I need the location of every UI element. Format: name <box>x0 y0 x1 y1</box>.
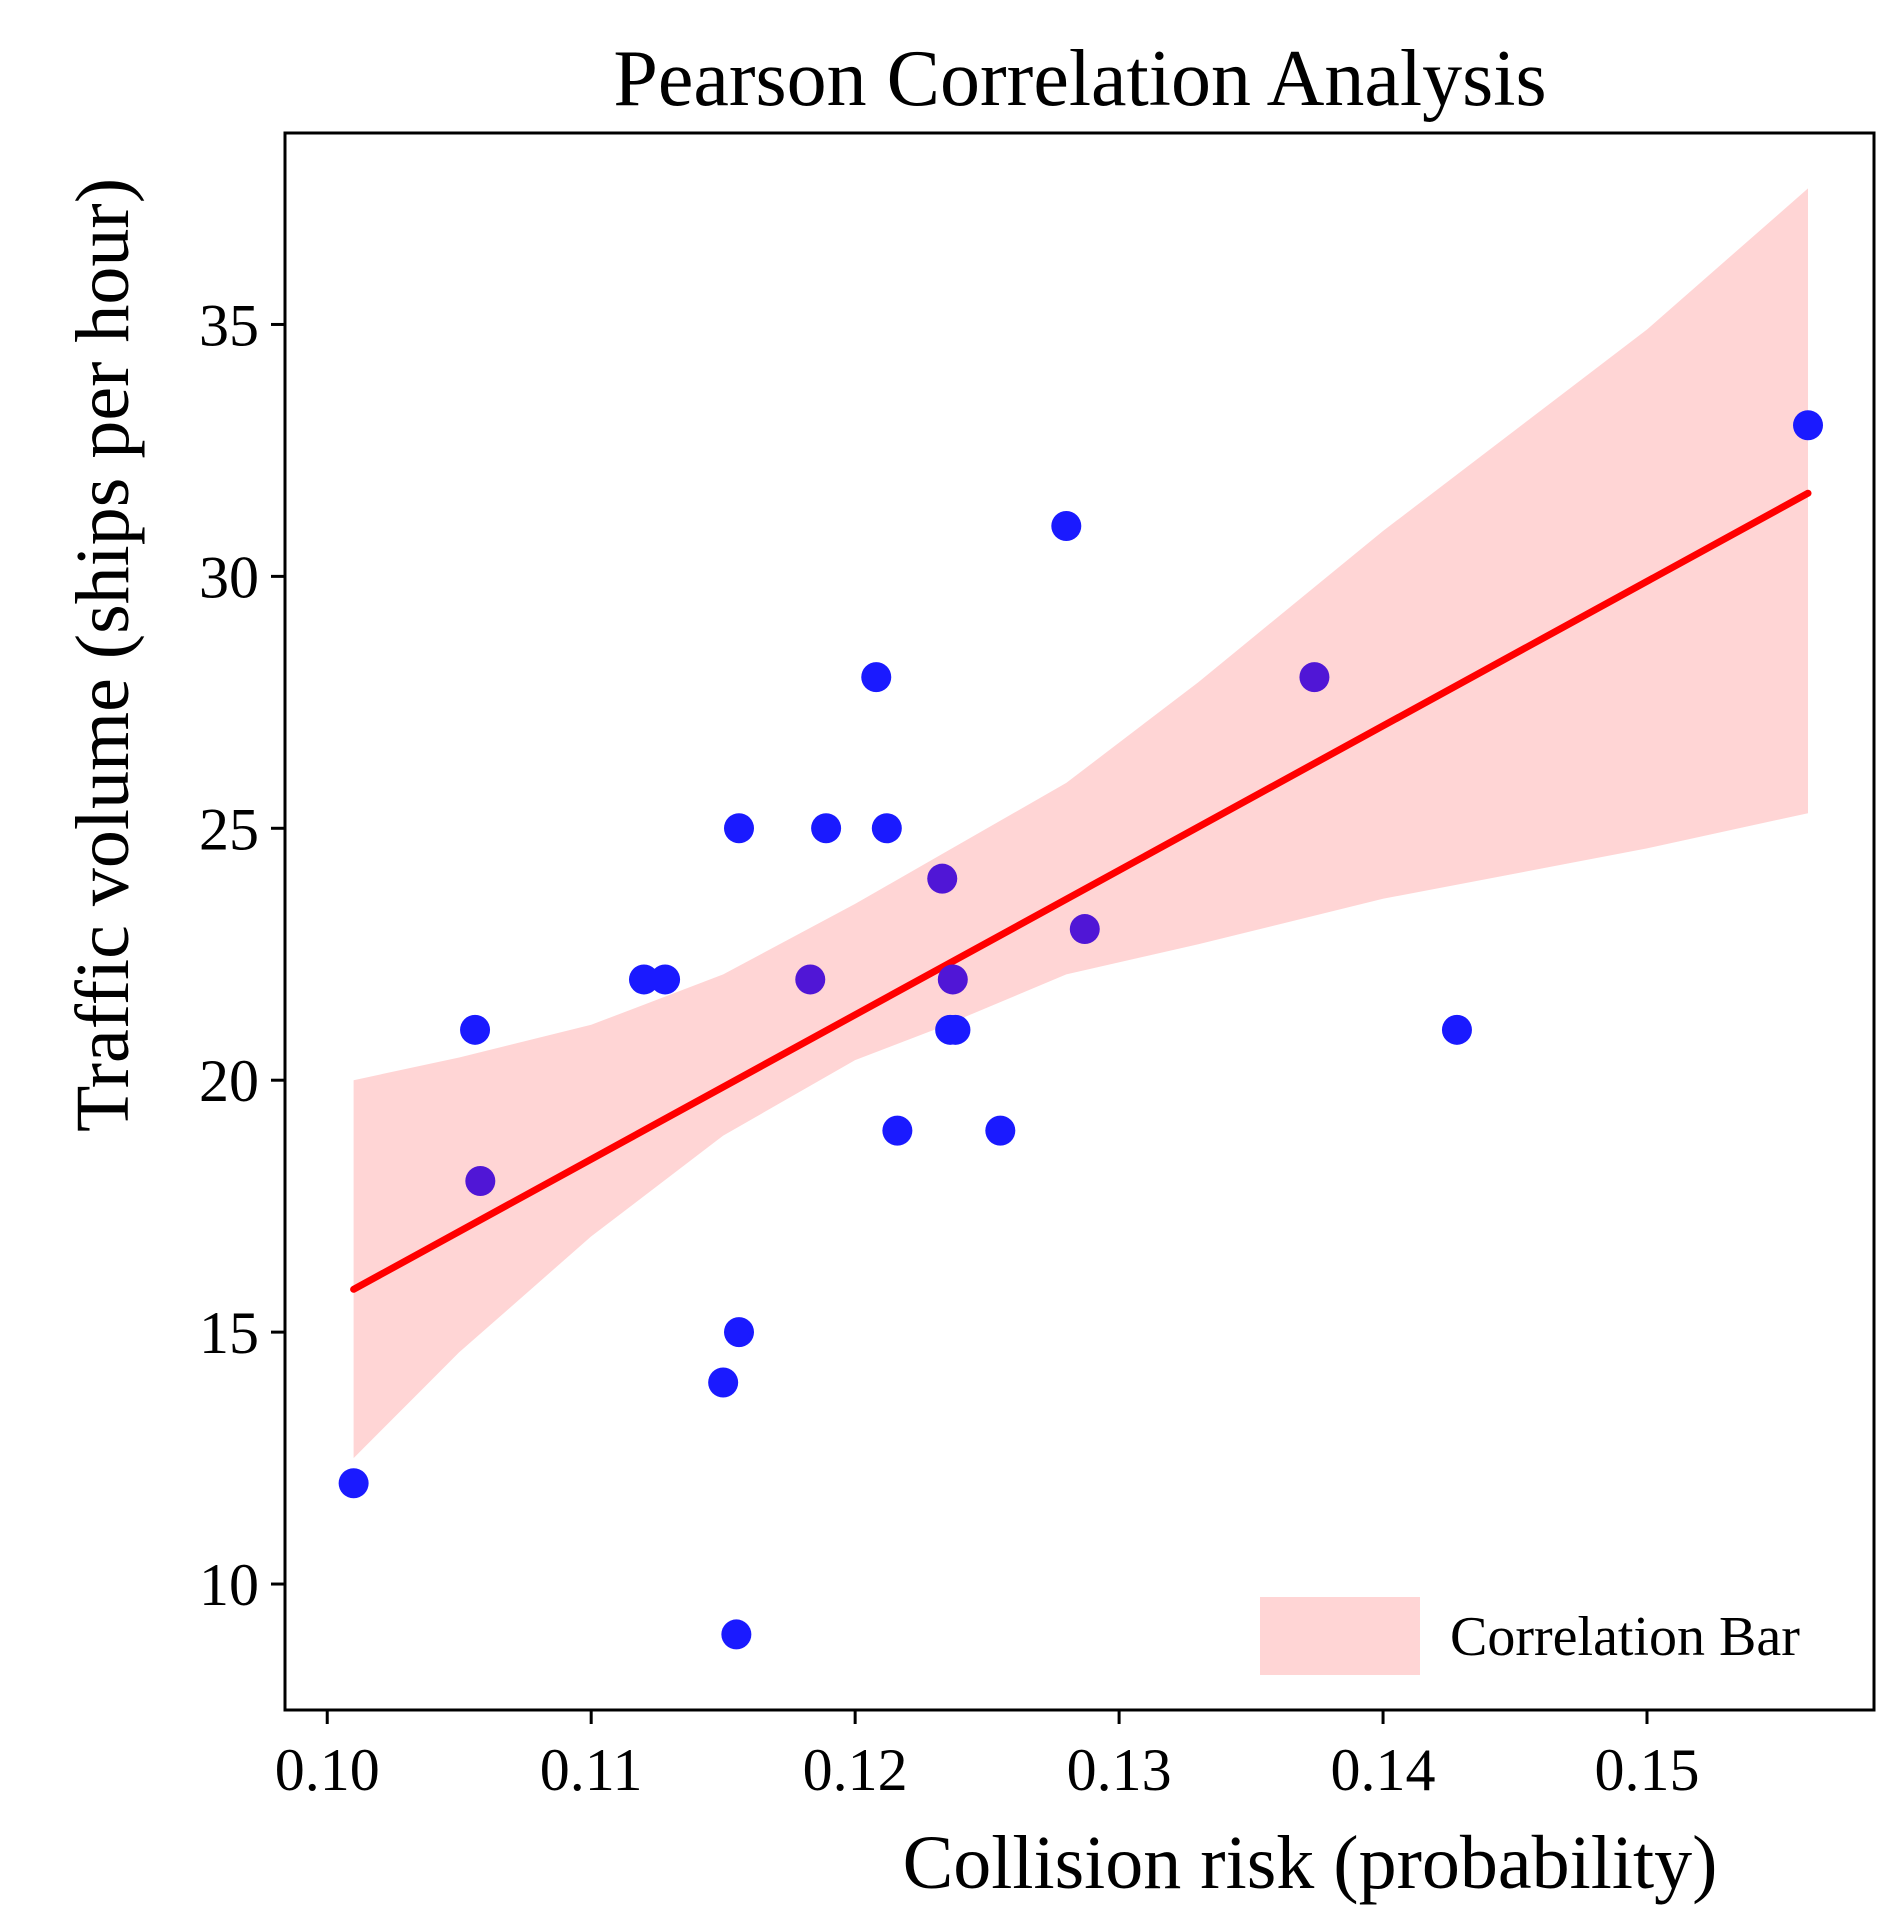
y-tick-label: 35 <box>199 292 259 358</box>
data-point <box>861 662 892 693</box>
data-point <box>882 1115 913 1146</box>
regression-line-layer <box>350 489 1812 1293</box>
x-tick-label: 0.14 <box>1331 1737 1436 1803</box>
confidence-band <box>353 188 1809 1459</box>
x-tick-label: 0.15 <box>1595 1737 1700 1803</box>
data-point <box>465 1165 496 1196</box>
data-point <box>940 1014 971 1045</box>
data-point <box>937 964 968 995</box>
x-tick-label: 0.12 <box>803 1737 908 1803</box>
legend: Correlation Bar <box>1260 1597 1800 1675</box>
legend-label-band: Correlation Bar <box>1450 1606 1800 1668</box>
data-point <box>1441 1014 1472 1045</box>
regression-line <box>350 489 1812 1293</box>
x-tick-label: 0.13 <box>1067 1737 1172 1803</box>
data-point <box>1793 410 1824 441</box>
y-axis-ticks: 10 15 20 25 30 35 <box>199 292 285 1618</box>
data-point <box>985 1115 1016 1146</box>
data-point <box>650 964 681 995</box>
data-point <box>1051 510 1082 541</box>
confidence-band-layer <box>353 188 1809 1459</box>
x-tick-label: 0.10 <box>275 1737 380 1803</box>
data-point <box>338 1468 369 1499</box>
legend-swatch-band <box>1260 1597 1420 1675</box>
data-points-layer <box>338 410 1824 1650</box>
data-point <box>460 1014 491 1045</box>
y-tick-label: 10 <box>199 1552 259 1618</box>
data-point <box>871 813 902 844</box>
data-point <box>1299 662 1330 693</box>
y-tick-label: 20 <box>199 1048 259 1114</box>
x-tick-label: 0.11 <box>540 1737 643 1803</box>
data-point <box>811 813 842 844</box>
data-point <box>721 1619 752 1650</box>
data-point <box>724 813 754 844</box>
y-tick-label: 30 <box>199 544 259 610</box>
x-axis-label: Collision risk (probability) <box>903 1821 1718 1905</box>
y-axis-label: Traffic volume (ships per hour) <box>61 178 145 1132</box>
data-point <box>1069 914 1100 945</box>
data-point <box>927 863 958 894</box>
data-point <box>795 964 826 995</box>
data-point <box>628 964 659 995</box>
y-tick-label: 25 <box>199 796 259 862</box>
plot-frame <box>283 131 1876 1712</box>
chart-title: Pearson Correlation Analysis <box>613 35 1546 123</box>
x-axis-ticks: 0.10 0.11 0.12 0.13 0.14 0.15 <box>275 1710 1700 1803</box>
data-point <box>724 1317 754 1348</box>
data-point <box>708 1367 739 1398</box>
y-tick-label: 15 <box>199 1300 259 1366</box>
